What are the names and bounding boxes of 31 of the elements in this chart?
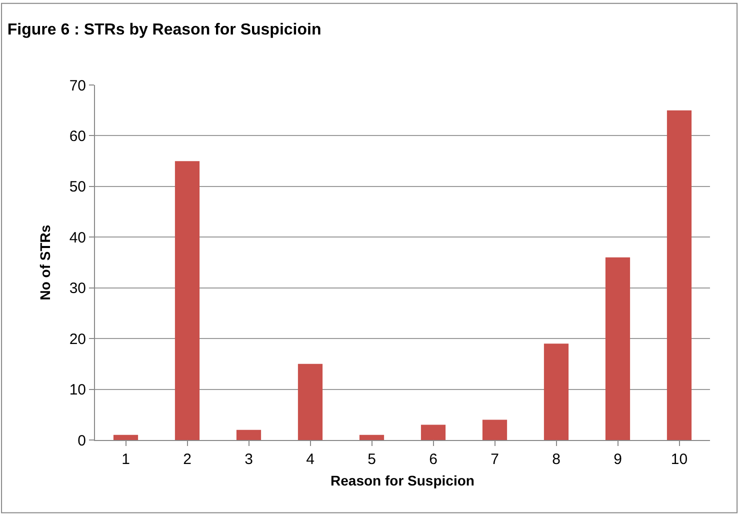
- y-tick-label: 70: [69, 77, 86, 94]
- bar: [482, 420, 508, 440]
- y-tick-label: 10: [69, 382, 86, 399]
- y-axis-title: No of STRs: [36, 224, 53, 300]
- y-tick-label: 0: [78, 432, 86, 450]
- x-tick-label: 10: [670, 451, 688, 468]
- bar: [359, 434, 384, 440]
- y-tick-label: 60: [69, 128, 86, 145]
- x-tick-label: 2: [183, 451, 192, 468]
- chart-title: Figure 6 : STRs by Reason for Suspicioin: [7, 21, 322, 38]
- bar: [544, 344, 569, 440]
- y-tick-label: 30: [69, 280, 86, 298]
- y-tick-label: 50: [69, 178, 86, 196]
- x-tick-label: 4: [306, 451, 314, 468]
- bar: [666, 110, 692, 440]
- x-tick-label: 9: [614, 451, 622, 468]
- bar: [174, 161, 200, 440]
- x-tick-label: 6: [429, 451, 438, 468]
- bar: [236, 430, 262, 440]
- bar: [113, 434, 138, 440]
- y-tick-label: 40: [69, 229, 86, 246]
- y-tick-label: 20: [69, 330, 86, 348]
- x-tick-label: 1: [122, 451, 130, 468]
- bar: [605, 257, 630, 440]
- bar: [420, 424, 446, 440]
- x-axis-title: Reason for Suspicion: [330, 472, 474, 488]
- bar: [298, 364, 323, 440]
- x-tick-label: 7: [490, 451, 499, 468]
- x-tick-label: 3: [244, 451, 253, 468]
- x-tick-label: 5: [368, 451, 376, 468]
- x-tick-label: 8: [552, 451, 560, 468]
